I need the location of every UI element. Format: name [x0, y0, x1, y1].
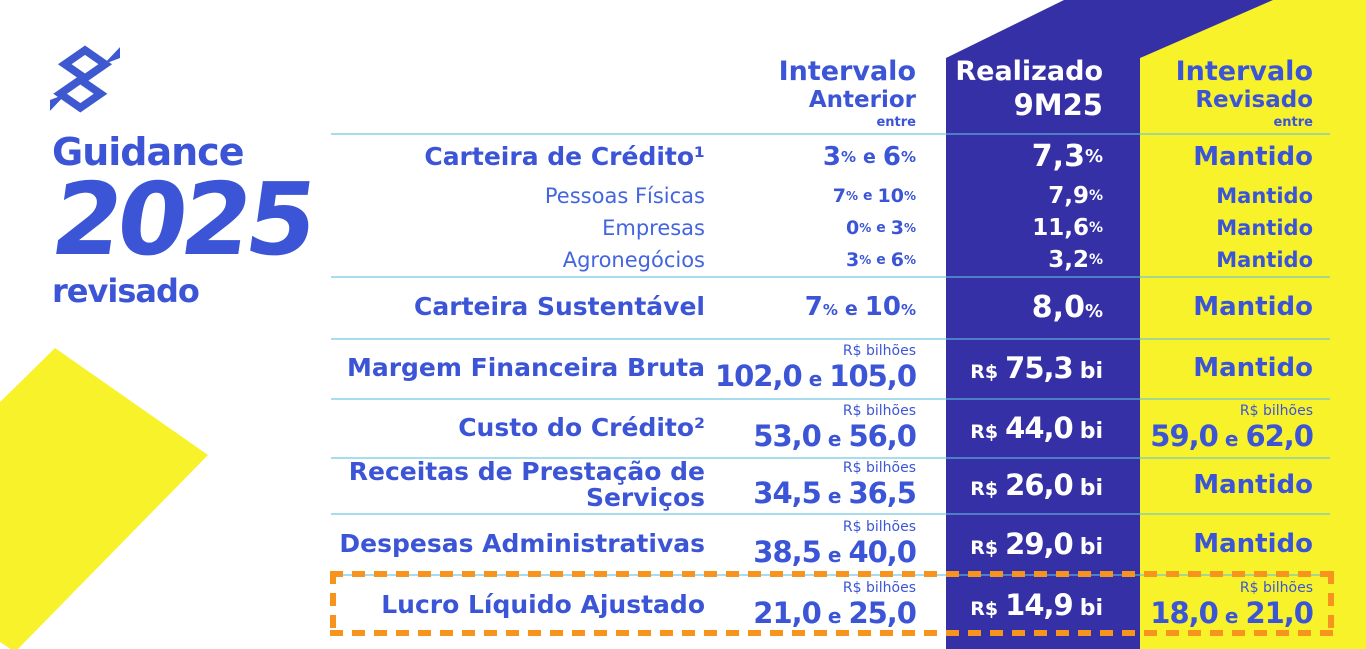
- sub-row-label: Agronegócios: [562, 248, 705, 272]
- row-label: Lucro Líquido Ajustado: [381, 589, 705, 619]
- anterior-value: R$ bilhões 38,5 e 40,0: [753, 518, 917, 569]
- anterior-value: R$ bilhões 102,0 e 105,0: [714, 343, 917, 393]
- row-label: Receitas de Prestação de Serviços: [348, 457, 705, 512]
- header-line: Revisado: [1195, 87, 1313, 113]
- table-row-despesas-administrativas: Despesas Administrativas R$ bilhões 38,5…: [0, 513, 1366, 574]
- branding-block: Guidance 2025 revisado: [45, 44, 346, 310]
- row-label: Carteira Sustentável: [414, 292, 705, 321]
- realizado-value: R$ 29,0 bi: [970, 526, 1103, 561]
- unit-note: R$ bilhões: [842, 402, 916, 419]
- unit-note: R$ bilhões: [842, 579, 916, 596]
- revisado-status: Mantido: [1216, 216, 1313, 240]
- realizado-value: 8,0%: [1031, 289, 1103, 325]
- realizado-value: 7,9%: [1048, 183, 1103, 209]
- realizado-value: 3,2%: [1048, 247, 1103, 273]
- slide-title: Guidance: [52, 130, 244, 174]
- row-labels: Carteira de Crédito¹ Pessoas Físicas Emp…: [0, 133, 705, 276]
- header-line: Anterior: [808, 87, 916, 113]
- sub-row-label: Empresas: [602, 216, 705, 240]
- guidance-table: Carteira de Crédito¹ Pessoas Físicas Emp…: [0, 133, 1366, 635]
- header-qualifier: entre: [876, 115, 916, 130]
- anterior-value: 3% e 6%: [845, 249, 916, 271]
- realizado-value: 11,6%: [1032, 215, 1103, 241]
- header-line: Intervalo: [1175, 56, 1313, 87]
- revisado-status: Mantido: [1193, 141, 1313, 172]
- dashed-border-right: [1328, 571, 1334, 636]
- anterior-value: 3% e 6%: [822, 141, 916, 172]
- table-row-custo-do-credito: Custo do Crédito² R$ bilhões 53,0 e 56,0 R…: [0, 398, 1366, 457]
- unit-note: R$ bilhões: [1239, 579, 1313, 596]
- header-line: Realizado: [955, 56, 1103, 87]
- highlight-dashed-box: [330, 571, 1334, 636]
- dashed-border-left: [330, 571, 336, 636]
- row-separator: [331, 513, 1330, 515]
- column-header-realizado-9m25: Realizado 9M25: [955, 58, 1103, 120]
- dashed-border-top: [330, 571, 1334, 577]
- anterior-values: 3% e 6% 7% e 10% 0% e 3% 3% e 6%: [705, 133, 916, 276]
- row-separator: [331, 133, 1330, 135]
- table-row-carteira-de-credito: Carteira de Crédito¹ Pessoas Físicas Emp…: [0, 133, 1366, 276]
- revisado-status: Mantido: [1216, 184, 1313, 208]
- anterior-value: R$ bilhões 34,5 e 36,5: [753, 460, 917, 510]
- unit-note: R$ bilhões: [842, 343, 916, 359]
- row-separator: [331, 398, 1330, 400]
- revisado-status: Mantido: [1193, 528, 1313, 559]
- table-row-carteira-sustentavel: Carteira Sustentável 7% e 10% 8,0% Mantido: [0, 276, 1366, 338]
- realizado-value: R$ 44,0 bi: [970, 410, 1103, 445]
- header-line: Intervalo: [778, 56, 916, 87]
- row-label: Margem Financeira Bruta: [346, 353, 705, 382]
- table-row-receitas-prestacao-servicos: Receitas de Prestação de Serviços R$ bil…: [0, 457, 1366, 513]
- revisado-status: Mantido: [1193, 292, 1313, 322]
- column-header-intervalo-anterior: Intervalo Anterior entre: [779, 58, 916, 129]
- unit-note: R$ bilhões: [842, 460, 916, 476]
- row-label: Custo do Crédito²: [458, 412, 705, 442]
- revisado-values: Mantido Mantido Mantido Mantido: [1140, 133, 1366, 276]
- row-separator: [331, 276, 1330, 278]
- row-separator: [331, 338, 1330, 340]
- realizado-value: R$ 26,0 bi: [970, 468, 1103, 502]
- realizado-value: 7,3%: [1031, 139, 1103, 174]
- revisado-status: Mantido: [1193, 353, 1313, 383]
- realizado-value: R$ 14,9 bi: [970, 587, 1103, 622]
- unit-note: R$ bilhões: [1239, 402, 1313, 419]
- realizado-values: 7,3% 7,9% 11,6% 3,2%: [916, 133, 1140, 276]
- realizado-value: R$ 75,3 bi: [970, 351, 1103, 385]
- row-label: Carteira de Crédito¹: [424, 141, 705, 171]
- row-separator: [331, 457, 1330, 459]
- anterior-value: 7% e 10%: [832, 185, 916, 207]
- header-line: 9M25: [1013, 88, 1103, 122]
- revisado-value: R$ bilhões 18,0 e 21,0: [1150, 579, 1314, 630]
- anterior-value: R$ bilhões 21,0 e 25,0: [753, 579, 917, 630]
- table-row-margem-financeira-bruta: Margem Financeira Bruta R$ bilhões 102,0…: [0, 338, 1366, 398]
- row-label: Despesas Administrativas: [339, 528, 705, 558]
- anterior-value: 0% e 3%: [845, 217, 916, 239]
- revisado-column-band: [1140, 0, 1366, 649]
- unit-note: R$ bilhões: [842, 518, 916, 535]
- dashed-border-bottom: [330, 630, 1334, 636]
- revisado-status: Mantido: [1216, 248, 1313, 272]
- table-row-lucro-liquido-ajustado: Lucro Líquido Ajustado R$ bilhões 21,0 e 2…: [0, 574, 1366, 635]
- sub-row-label: Pessoas Físicas: [544, 184, 705, 208]
- column-header-intervalo-revisado: Intervalo Revisado entre: [1176, 58, 1313, 129]
- revisado-status: Mantido: [1193, 470, 1313, 500]
- anterior-value: 7% e 10%: [804, 292, 916, 322]
- banco-do-brasil-logo: [50, 45, 120, 113]
- header-qualifier: entre: [1273, 115, 1313, 130]
- anterior-value: R$ bilhões 53,0 e 56,0: [753, 402, 917, 453]
- slide-subtitle: revisado: [52, 272, 200, 310]
- revisado-value: R$ bilhões 59,0 e 62,0: [1150, 402, 1314, 453]
